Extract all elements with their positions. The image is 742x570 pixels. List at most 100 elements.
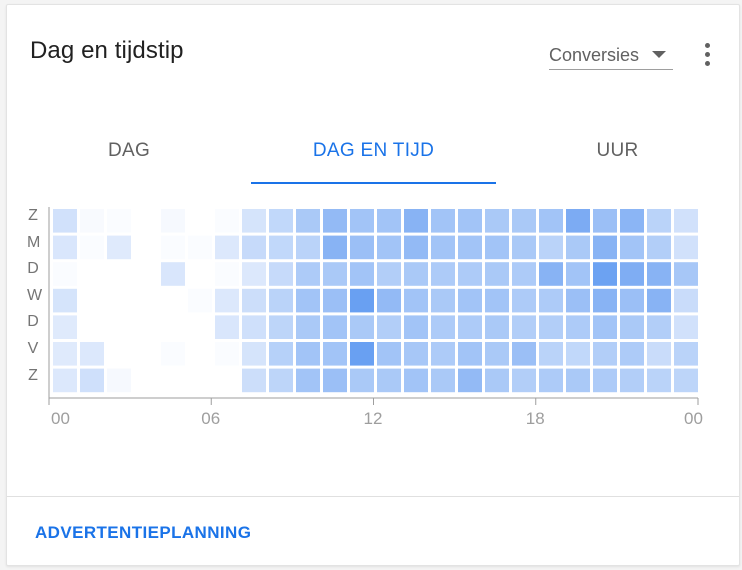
tab-day[interactable]: DAG (7, 133, 251, 185)
heatmap-cell (269, 368, 293, 393)
heatmap-cells (53, 209, 698, 393)
heatmap-cell (107, 262, 131, 286)
heatmap-cell (53, 262, 77, 286)
heatmap-cell (512, 262, 536, 286)
heatmap-cell (242, 262, 266, 286)
heatmap-cell (350, 209, 374, 233)
heatmap-cell (404, 262, 428, 286)
x-tick-label: 18 (525, 409, 545, 428)
heatmap-cell (80, 368, 104, 393)
caret-down-icon (652, 51, 666, 58)
heatmap-cell (593, 368, 617, 393)
heatmap-cell (431, 342, 455, 366)
metric-dropdown[interactable]: Conversies (549, 43, 673, 70)
heatmap-cell (215, 262, 239, 286)
heatmap-cell (188, 342, 212, 366)
heatmap-cell (485, 315, 509, 339)
day-label: M (27, 233, 41, 251)
heatmap-cell (80, 342, 104, 366)
heatmap-cell (296, 315, 320, 339)
heatmap-cell (242, 342, 266, 366)
heatmap-cell (458, 262, 482, 286)
heatmap-cell (431, 315, 455, 339)
heatmap-cell (620, 342, 644, 366)
heatmap-cell (485, 262, 509, 286)
heatmap-cell (512, 235, 536, 260)
day-label: W (27, 286, 43, 304)
heatmap-cell (323, 288, 347, 313)
heatmap-cell (647, 262, 671, 286)
heatmap-cell (296, 209, 320, 233)
heatmap-cell (674, 368, 698, 393)
heatmap-cell (242, 209, 266, 233)
heatmap-cell (593, 288, 617, 313)
heatmap-cell (404, 209, 428, 233)
card-title: Dag en tijdstip (30, 37, 184, 64)
heatmap-cell (350, 315, 374, 339)
heatmap-cell (620, 288, 644, 313)
heatmap-cell (188, 262, 212, 286)
heatmap-cell (512, 288, 536, 313)
heatmap-cell (296, 235, 320, 260)
heatmap-cell (593, 262, 617, 286)
metric-dropdown-label: Conversies (549, 45, 640, 65)
heatmap-cell (620, 262, 644, 286)
heatmap-cell (323, 262, 347, 286)
heatmap-cell (161, 235, 185, 260)
ad-schedule-link[interactable]: ADVERTENTIEPLANNING (35, 523, 252, 542)
more-options-button[interactable] (697, 41, 717, 69)
heatmap-cell (377, 315, 401, 339)
heatmap-cell (620, 368, 644, 393)
heatmap-cell (620, 235, 644, 260)
heatmap-cell (269, 342, 293, 366)
heatmap-cell (431, 368, 455, 393)
active-tab-indicator (251, 182, 496, 184)
heatmap-cell (107, 342, 131, 366)
heatmap-cell (539, 342, 563, 366)
heatmap-cell (404, 315, 428, 339)
heatmap-cell (431, 235, 455, 260)
heatmap-cell (269, 209, 293, 233)
heatmap-cell (296, 262, 320, 286)
heatmap-cell (323, 342, 347, 366)
tab-day-and-time[interactable]: DAG EN TIJD (251, 133, 496, 185)
heatmap-cell (458, 368, 482, 393)
heatmap-cell (431, 262, 455, 286)
heatmap-cell (485, 368, 509, 393)
heatmap-cell (647, 368, 671, 393)
heatmap-cell (215, 368, 239, 393)
heatmap-cell (593, 342, 617, 366)
tab-hour-label: UUR (596, 140, 639, 161)
heatmap-cell (269, 288, 293, 313)
heatmap-cell (404, 368, 428, 393)
heatmap-cell (134, 315, 158, 339)
heatmap-cell (593, 315, 617, 339)
heatmap-cell (404, 235, 428, 260)
heatmap-cell (674, 342, 698, 366)
heatmap-cell (377, 209, 401, 233)
heatmap-cell (485, 235, 509, 260)
heatmap-cell (53, 315, 77, 339)
heatmap-cell (647, 342, 671, 366)
heatmap-cell (647, 288, 671, 313)
heatmap-cell (161, 209, 185, 233)
tab-hour[interactable]: UUR (496, 133, 739, 185)
heatmap-cell (377, 262, 401, 286)
heatmap-cell (161, 315, 185, 339)
heatmap-chart (48, 207, 699, 405)
heatmap-cell (134, 288, 158, 313)
heatmap-cell (161, 288, 185, 313)
heatmap-cell (242, 368, 266, 393)
heatmap-cell (242, 315, 266, 339)
heatmap-cell (134, 342, 158, 366)
day-label: Z (28, 207, 38, 224)
heatmap-cell (674, 315, 698, 339)
heatmap-cell (188, 209, 212, 233)
heatmap-cell (593, 209, 617, 233)
heatmap-cell (80, 262, 104, 286)
heatmap-cell (512, 342, 536, 366)
heatmap-cell (647, 209, 671, 233)
heatmap-cell (215, 288, 239, 313)
heatmap-cell (674, 235, 698, 260)
heatmap-cell (323, 368, 347, 393)
